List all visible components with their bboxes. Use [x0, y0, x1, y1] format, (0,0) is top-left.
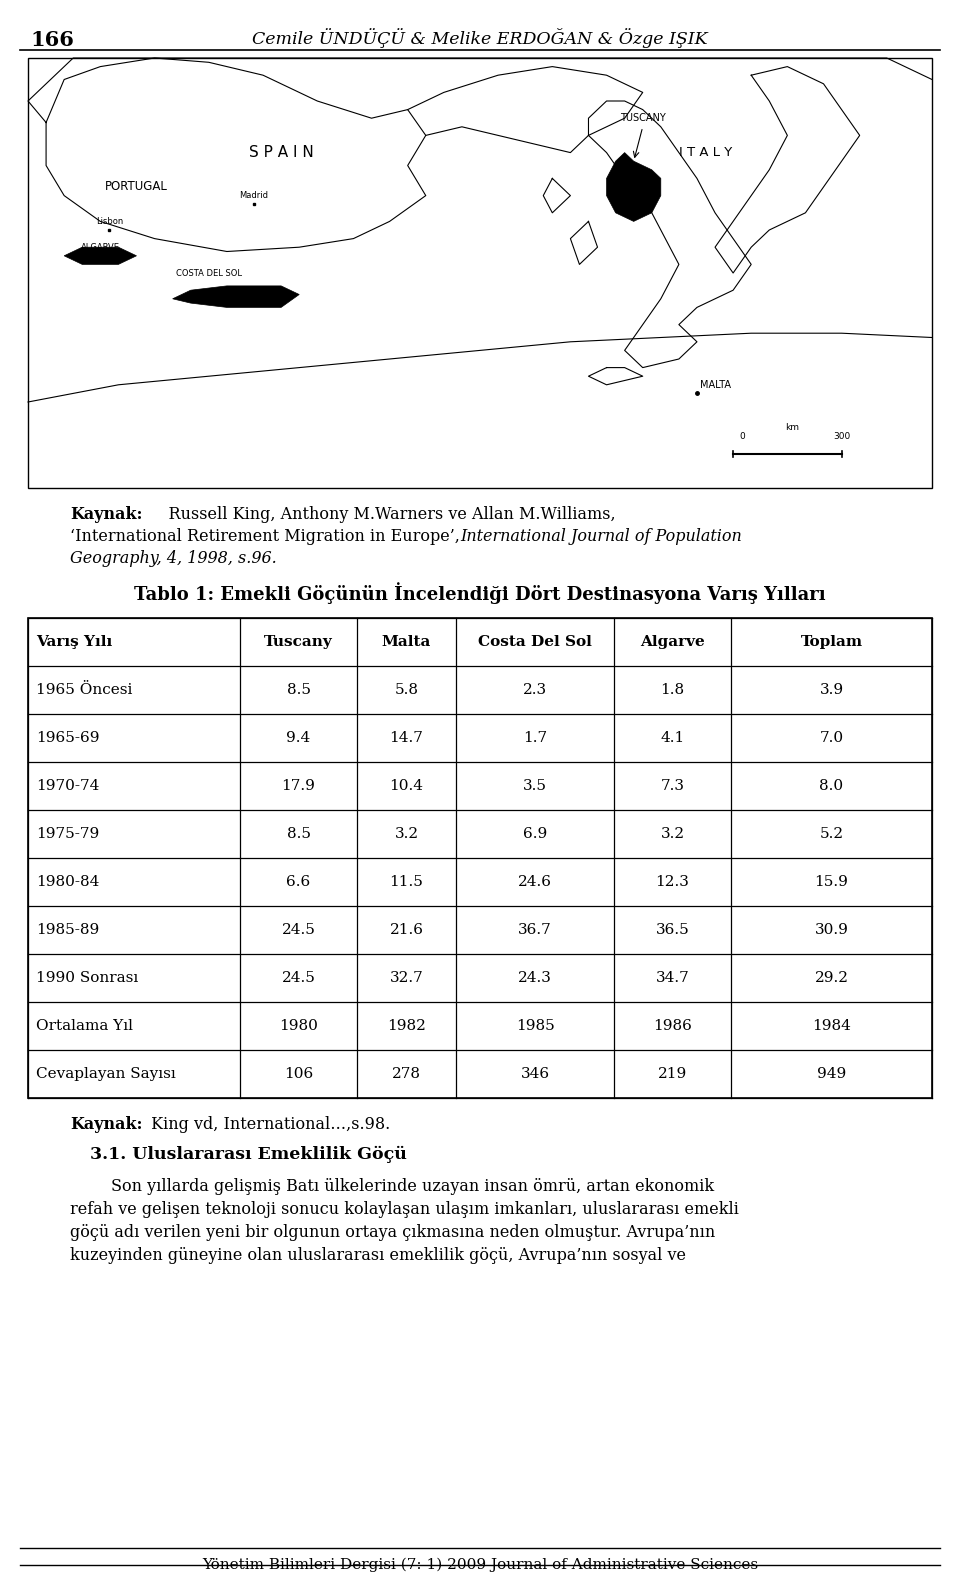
Text: MALTA: MALTA: [700, 380, 731, 390]
Text: 7.3: 7.3: [660, 779, 684, 793]
Text: 36.5: 36.5: [656, 924, 689, 937]
Text: Tablo 1: Emekli Göçünün İncelendiği Dört Destinasyona Varış Yılları: Tablo 1: Emekli Göçünün İncelendiği Dört…: [134, 582, 826, 604]
Bar: [28, 619, 932, 1099]
Text: TUSCANY: TUSCANY: [620, 113, 665, 122]
Text: 12.3: 12.3: [656, 875, 689, 889]
Text: 14.7: 14.7: [390, 731, 423, 746]
Text: Cevaplayan Sayısı: Cevaplayan Sayısı: [36, 1067, 176, 1081]
Text: 10.4: 10.4: [390, 779, 423, 793]
Text: ‘International Retirement Migration in Europe’,: ‘International Retirement Migration in E…: [70, 528, 465, 545]
Text: 2.3: 2.3: [523, 684, 547, 696]
Text: km: km: [785, 423, 799, 432]
Text: 1.8: 1.8: [660, 684, 684, 696]
Text: 3.2: 3.2: [395, 827, 419, 841]
Text: Russell King, Anthony M.Warners ve Allan M.Williams,: Russell King, Anthony M.Warners ve Allan…: [148, 506, 615, 523]
Text: 6.9: 6.9: [523, 827, 547, 841]
Text: Toplam: Toplam: [801, 634, 863, 649]
Text: 8.5: 8.5: [286, 684, 310, 696]
Text: 8.0: 8.0: [820, 779, 844, 793]
Text: ALGARVE: ALGARVE: [81, 243, 120, 251]
Text: 4.1: 4.1: [660, 731, 684, 746]
Text: 278: 278: [392, 1067, 421, 1081]
Text: Tuscany: Tuscany: [264, 634, 333, 649]
Text: 1985: 1985: [516, 1019, 554, 1034]
Text: Cemile ÜNDÜÇÜ & Melike ERDOĞAN & Özge IŞIK: Cemile ÜNDÜÇÜ & Melike ERDOĞAN & Özge IŞ…: [252, 29, 708, 48]
Text: 11.5: 11.5: [390, 875, 423, 889]
Text: Algarve: Algarve: [640, 634, 705, 649]
Polygon shape: [607, 153, 660, 221]
Text: 5.8: 5.8: [395, 684, 419, 696]
Text: 1984: 1984: [812, 1019, 851, 1034]
Text: 1990 Sonrası: 1990 Sonrası: [36, 971, 138, 984]
Text: 300: 300: [833, 432, 851, 440]
Text: Geography, 4, 1998, s.96.: Geography, 4, 1998, s.96.: [70, 550, 276, 568]
Text: Rome: Rome: [631, 173, 655, 183]
Text: 9.4: 9.4: [286, 731, 311, 746]
Text: 219: 219: [658, 1067, 687, 1081]
Text: I T A L Y: I T A L Y: [680, 146, 732, 159]
Text: 24.6: 24.6: [518, 875, 552, 889]
Text: Son yıllarda gelişmiş Batı ülkelerinde uzayan insan ömrü, artan ekonomik: Son yıllarda gelişmiş Batı ülkelerinde u…: [70, 1178, 714, 1196]
Text: 30.9: 30.9: [815, 924, 849, 937]
Text: 1986: 1986: [653, 1019, 692, 1034]
Text: 1985-89: 1985-89: [36, 924, 99, 937]
Text: 0: 0: [739, 432, 745, 440]
Text: PORTUGAL: PORTUGAL: [105, 181, 168, 194]
Text: 346: 346: [520, 1067, 549, 1081]
Text: 7.0: 7.0: [820, 731, 844, 746]
Text: 1975-79: 1975-79: [36, 827, 99, 841]
Text: refah ve gelişen teknoloji sonucu kolaylaşan ulaşım imkanları, uluslararası emek: refah ve gelişen teknoloji sonucu kolayl…: [70, 1200, 739, 1218]
Text: 1980-84: 1980-84: [36, 875, 100, 889]
Text: 106: 106: [284, 1067, 313, 1081]
Text: 3.2: 3.2: [660, 827, 684, 841]
Text: Lisbon: Lisbon: [96, 216, 123, 226]
Text: 34.7: 34.7: [656, 971, 689, 984]
Text: göçü adı verilen yeni bir olgunun ortaya çıkmasına neden olmuştur. Avrupa’nın: göçü adı verilen yeni bir olgunun ortaya…: [70, 1224, 715, 1242]
Text: 29.2: 29.2: [814, 971, 849, 984]
Text: 15.9: 15.9: [815, 875, 849, 889]
Bar: [28, 57, 932, 488]
Text: 1.7: 1.7: [523, 731, 547, 746]
Text: 3.9: 3.9: [820, 684, 844, 696]
Text: 17.9: 17.9: [281, 779, 316, 793]
Text: International Journal of Population: International Journal of Population: [460, 528, 742, 545]
Text: kuzeyinden güneyine olan uluslararası emeklilik göçü, Avrupa’nın sosyal ve: kuzeyinden güneyine olan uluslararası em…: [70, 1247, 686, 1264]
Text: King vd, International…,s.98.: King vd, International…,s.98.: [146, 1116, 391, 1134]
Text: 1965 Öncesi: 1965 Öncesi: [36, 684, 132, 696]
Text: Ortalama Yıl: Ortalama Yıl: [36, 1019, 133, 1034]
Text: 1970-74: 1970-74: [36, 779, 100, 793]
Text: Yönetim Bilimleri Dergisi (7: 1) 2009 Journal of Administrative Sciences: Yönetim Bilimleri Dergisi (7: 1) 2009 Jo…: [202, 1558, 758, 1573]
Text: Kaynak:: Kaynak:: [70, 506, 142, 523]
Text: 24.3: 24.3: [518, 971, 552, 984]
Text: Kaynak:: Kaynak:: [70, 1116, 142, 1134]
Text: 24.5: 24.5: [281, 971, 316, 984]
Text: 5.2: 5.2: [820, 827, 844, 841]
Text: 1965-69: 1965-69: [36, 731, 100, 746]
Text: Malta: Malta: [382, 634, 431, 649]
Text: 949: 949: [817, 1067, 846, 1081]
Text: 8.5: 8.5: [286, 827, 310, 841]
Text: 24.5: 24.5: [281, 924, 316, 937]
Text: 36.7: 36.7: [518, 924, 552, 937]
Polygon shape: [173, 286, 300, 307]
Text: S P A I N: S P A I N: [249, 145, 314, 161]
Text: 21.6: 21.6: [390, 924, 423, 937]
Text: COSTA DEL SOL: COSTA DEL SOL: [176, 269, 242, 278]
Text: 6.6: 6.6: [286, 875, 311, 889]
Polygon shape: [64, 246, 136, 264]
Text: 3.5: 3.5: [523, 779, 547, 793]
Text: 166: 166: [30, 30, 74, 49]
Text: Madrid: Madrid: [239, 191, 269, 200]
Text: 32.7: 32.7: [390, 971, 423, 984]
Text: 1980: 1980: [279, 1019, 318, 1034]
Text: Varış Yılı: Varış Yılı: [36, 634, 112, 649]
Text: 3.1. Uluslararası Emeklilik Göçü: 3.1. Uluslararası Emeklilik Göçü: [90, 1146, 407, 1164]
Text: 1982: 1982: [387, 1019, 426, 1034]
Text: Costa Del Sol: Costa Del Sol: [478, 634, 592, 649]
